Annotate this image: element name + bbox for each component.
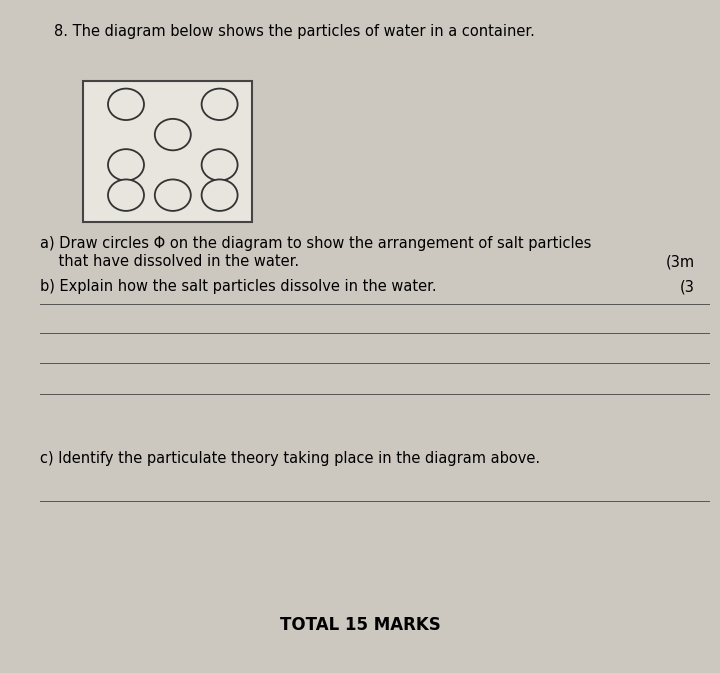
Ellipse shape (202, 89, 238, 120)
Text: c) Identify the particulate theory taking place in the diagram above.: c) Identify the particulate theory takin… (40, 451, 540, 466)
Text: a) Draw circles Φ on the diagram to show the arrangement of salt particles: a) Draw circles Φ on the diagram to show… (40, 236, 591, 250)
Text: (3m: (3m (666, 254, 695, 269)
Ellipse shape (108, 89, 144, 120)
Text: b) Explain how the salt particles dissolve in the water.: b) Explain how the salt particles dissol… (40, 279, 436, 294)
Ellipse shape (155, 119, 191, 150)
Ellipse shape (202, 180, 238, 211)
Ellipse shape (108, 149, 144, 180)
Bar (83, 81, 252, 222)
Text: 8. The diagram below shows the particles of water in a container.: 8. The diagram below shows the particles… (54, 24, 535, 38)
Ellipse shape (202, 149, 238, 180)
Ellipse shape (155, 180, 191, 211)
Text: that have dissolved in the water.: that have dissolved in the water. (40, 254, 299, 269)
Text: TOTAL 15 MARKS: TOTAL 15 MARKS (279, 616, 441, 634)
Ellipse shape (108, 180, 144, 211)
Text: (3: (3 (680, 279, 695, 294)
